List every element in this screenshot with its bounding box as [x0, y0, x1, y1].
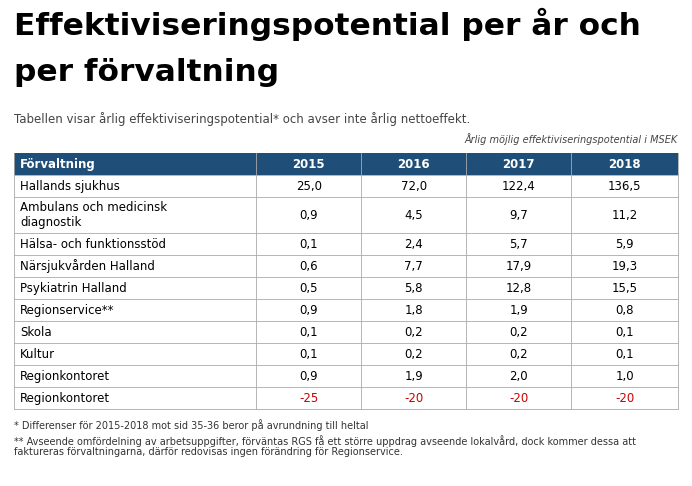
Text: Effektiviseringspotential per år och: Effektiviseringspotential per år och	[14, 8, 641, 41]
Text: Ambulans och medicinsk: Ambulans och medicinsk	[20, 201, 167, 213]
Text: 1,9: 1,9	[509, 303, 528, 316]
Bar	[14, 233, 678, 255]
Bar	[14, 197, 678, 233]
Text: 2018: 2018	[608, 157, 641, 171]
Bar	[14, 277, 678, 299]
Text: -20: -20	[615, 392, 634, 404]
Text: Närsjukvården Halland: Närsjukvården Halland	[20, 259, 155, 273]
Bar	[14, 153, 678, 175]
Text: faktureras förvaltningarna, därför redovisas ingen förändring för Regionservice.: faktureras förvaltningarna, därför redov…	[14, 447, 403, 457]
Text: per förvaltning: per förvaltning	[14, 58, 279, 87]
Text: ** Avseende omfördelning av arbetsuppgifter, förväntas RGS få ett större uppdrag: ** Avseende omfördelning av arbetsuppgif…	[14, 435, 636, 447]
Text: 0,1: 0,1	[615, 347, 634, 361]
Bar	[14, 387, 678, 409]
Text: 0,2: 0,2	[509, 326, 528, 339]
Bar	[14, 175, 678, 197]
Text: 0,9: 0,9	[300, 303, 318, 316]
Text: Tabellen visar årlig effektiviseringspotential* och avser inte årlig nettoeffekt: Tabellen visar årlig effektiviseringspot…	[14, 112, 471, 126]
Text: 0,1: 0,1	[300, 326, 318, 339]
Text: 2015: 2015	[293, 157, 325, 171]
Text: 1,8: 1,8	[404, 303, 423, 316]
Text: 72,0: 72,0	[401, 179, 427, 192]
Text: 0,1: 0,1	[300, 238, 318, 250]
Text: 0,2: 0,2	[404, 347, 423, 361]
Text: 136,5: 136,5	[608, 179, 641, 192]
Text: 9,7: 9,7	[509, 208, 528, 222]
Text: Regionkontoret: Regionkontoret	[20, 392, 110, 404]
Text: Skola: Skola	[20, 326, 52, 339]
Text: 1,0: 1,0	[615, 369, 634, 382]
Text: Psykiatrin Halland: Psykiatrin Halland	[20, 281, 127, 295]
Text: 5,9: 5,9	[615, 238, 634, 250]
Text: -20: -20	[509, 392, 528, 404]
Text: 17,9: 17,9	[506, 260, 531, 273]
Text: 7,7: 7,7	[404, 260, 423, 273]
Text: 0,2: 0,2	[509, 347, 528, 361]
Text: 2,0: 2,0	[509, 369, 528, 382]
Text: 0,1: 0,1	[615, 326, 634, 339]
Bar	[14, 299, 678, 321]
Text: 5,8: 5,8	[405, 281, 423, 295]
Text: 1,9: 1,9	[404, 369, 423, 382]
Text: Regionservice**: Regionservice**	[20, 303, 114, 316]
Text: 0,6: 0,6	[300, 260, 318, 273]
Text: -25: -25	[299, 392, 318, 404]
Bar	[14, 255, 678, 277]
Text: Hallands sjukhus: Hallands sjukhus	[20, 179, 120, 192]
Text: 12,8: 12,8	[506, 281, 531, 295]
Text: 4,5: 4,5	[404, 208, 423, 222]
Text: 19,3: 19,3	[612, 260, 637, 273]
Text: Kultur: Kultur	[20, 347, 55, 361]
Text: 0,9: 0,9	[300, 208, 318, 222]
Text: 0,9: 0,9	[300, 369, 318, 382]
Text: 5,7: 5,7	[509, 238, 528, 250]
Bar	[14, 343, 678, 365]
Text: 2017: 2017	[502, 157, 535, 171]
Text: 0,8: 0,8	[615, 303, 634, 316]
Text: 2,4: 2,4	[404, 238, 423, 250]
Text: 0,5: 0,5	[300, 281, 318, 295]
Text: Regionkontoret: Regionkontoret	[20, 369, 110, 382]
Text: 25,0: 25,0	[295, 179, 322, 192]
Text: 2016: 2016	[397, 157, 430, 171]
Text: 122,4: 122,4	[502, 179, 536, 192]
Text: 0,2: 0,2	[404, 326, 423, 339]
Text: 11,2: 11,2	[612, 208, 637, 222]
Text: * Differenser för 2015-2018 mot sid 35-36 beror på avrundning till heltal: * Differenser för 2015-2018 mot sid 35-3…	[14, 419, 369, 431]
Text: Förvaltning: Förvaltning	[20, 157, 95, 171]
Text: Hälsa- och funktionsstöd: Hälsa- och funktionsstöd	[20, 238, 166, 250]
Text: 15,5: 15,5	[612, 281, 637, 295]
Text: Årlig möjlig effektiviseringspotential i MSEK: Årlig möjlig effektiviseringspotential i…	[465, 133, 678, 145]
Bar	[14, 321, 678, 343]
Text: -20: -20	[404, 392, 424, 404]
Text: 0,1: 0,1	[300, 347, 318, 361]
Bar	[14, 365, 678, 387]
Text: diagnostik: diagnostik	[20, 216, 82, 229]
